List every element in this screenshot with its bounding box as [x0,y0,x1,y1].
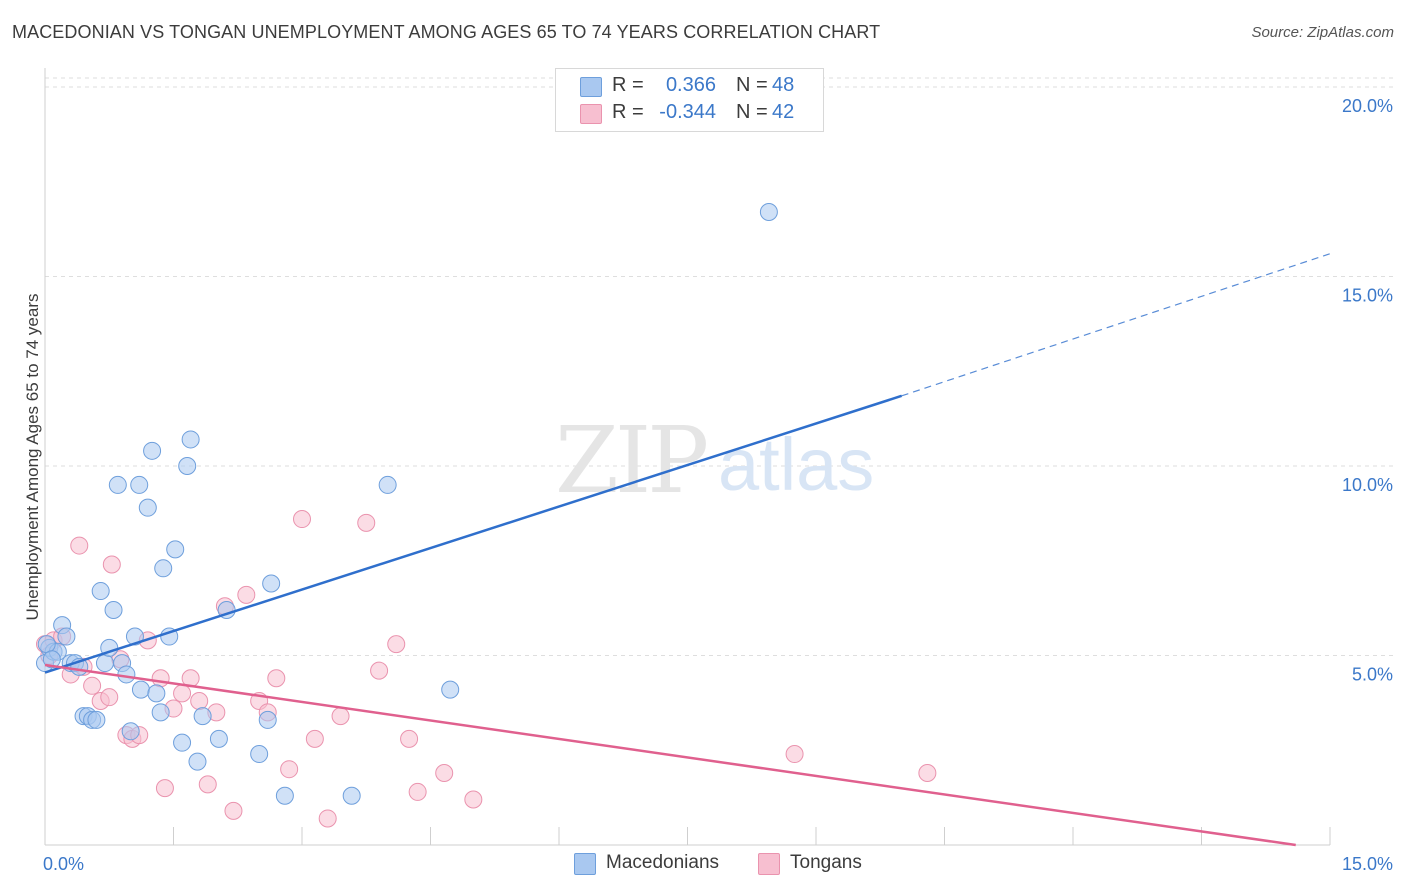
trend-lines [44,253,1331,847]
macedonian-point [378,475,397,494]
tongan-point [102,555,121,574]
macedonian-point [117,665,136,684]
legend-swatch-macedonians [580,77,602,97]
macedonian-point [154,559,173,578]
macedonian-point [138,498,157,517]
macedonian-points [36,203,778,805]
tongan-point [190,691,209,710]
macedonian-point [91,582,110,601]
macedonian-point [130,475,149,494]
tongan-points [36,510,937,828]
tongan-point [387,635,406,654]
tongan-point [408,782,427,801]
macedonian-point [181,430,200,449]
macedonian-point [188,752,207,771]
chart-title: MACEDONIAN VS TONGAN UNEMPLOYMENT AMONG … [12,22,881,42]
macedonian-point [166,540,185,559]
tongan-point [785,745,804,764]
tongan-point [70,536,89,555]
tongan-point [370,661,389,680]
macedonian-point [262,574,281,593]
macedonian-point [121,722,140,741]
tongan-point [100,688,119,707]
legend-r-value-macedonians: 0.366 [665,74,716,96]
y-axis-title: Unemployment Among Ages 65 to 74 years [23,294,42,621]
macedonian-point [250,745,269,764]
macedonian-point [143,441,162,460]
macedonian-point [275,786,294,805]
bottom-legend-label-tongans: Tongans [790,852,862,873]
tongan-point [267,669,286,688]
macedonian-point [258,710,277,729]
chart-source: Source: ZipAtlas.com [1251,24,1394,41]
macedonian-point [131,680,150,699]
x-tick-labels: 0.0% 15.0% [43,854,1393,874]
tongan-point [435,763,454,782]
x-tick-label: 15.0% [1342,854,1393,874]
macedonian-trend-extension [901,253,1331,397]
macedonian-point [37,635,56,654]
macedonian-point [178,456,197,475]
tongan-point [155,779,174,798]
bottom-legend-swatch-macedonians [574,853,596,875]
y-tick-label: 15.0% [1342,285,1393,305]
tongan-point [400,729,419,748]
legend-n-label: N = [736,74,768,96]
watermark: ZIP atlas [555,407,874,514]
y-tick-label: 10.0% [1342,475,1393,495]
macedonian-point [147,684,166,703]
legend-r-label: R = [612,101,644,123]
tongan-point [151,669,170,688]
correlation-legend: R = 0.366 N = 48 R = -0.344 N = 42 [555,68,824,132]
bottom-legend-swatch-tongans [758,853,780,875]
legend-n-value-macedonians: 48 [772,74,795,96]
macedonian-point [42,650,61,669]
tongan-point [357,513,376,532]
macedonian-point [108,475,127,494]
tongan-point [318,809,337,828]
y-tick-label: 5.0% [1352,664,1393,684]
tongan-point [464,790,483,809]
macedonian-point [209,729,228,748]
bottom-legend-label-macedonians: Macedonians [606,852,720,873]
tongan-point [918,763,937,782]
x-tick-label: 0.0% [43,854,84,874]
macedonian-point [87,710,106,729]
watermark-zip: ZIP [555,407,706,514]
watermark-atlas: atlas [718,423,874,506]
tongan-trend-line [44,663,1296,847]
tongan-point [224,801,243,820]
legend-swatch-tongans [580,104,602,124]
tongan-point [237,585,256,604]
macedonian-trend-line [44,394,903,674]
legend-n-label: N = [736,101,768,123]
macedonian-point [193,707,212,726]
y-tick-label: 20.0% [1342,96,1393,116]
tongan-point [198,775,217,794]
macedonian-point [759,203,778,222]
legend-n-value-tongans: 42 [772,101,795,123]
legend-r-value-tongans: -0.344 [659,101,716,123]
macedonian-point [441,680,460,699]
tongan-point [293,510,311,529]
macedonian-point [173,733,192,752]
tongan-point [331,707,350,726]
tongan-point [173,684,192,703]
macedonian-point [151,703,170,722]
tongan-point [280,760,299,779]
macedonian-point [342,786,361,805]
gridlines [45,77,1395,656]
legend-r-label: R = [612,74,644,96]
x-ticks [44,827,1331,845]
y-tick-labels: 5.0% 10.0% 15.0% 20.0% [1342,96,1393,685]
tongan-point [83,676,102,695]
macedonian-point [125,627,144,646]
tongan-point [305,729,324,748]
macedonian-point [95,654,114,673]
macedonian-point [57,627,76,646]
macedonian-point [104,601,123,620]
